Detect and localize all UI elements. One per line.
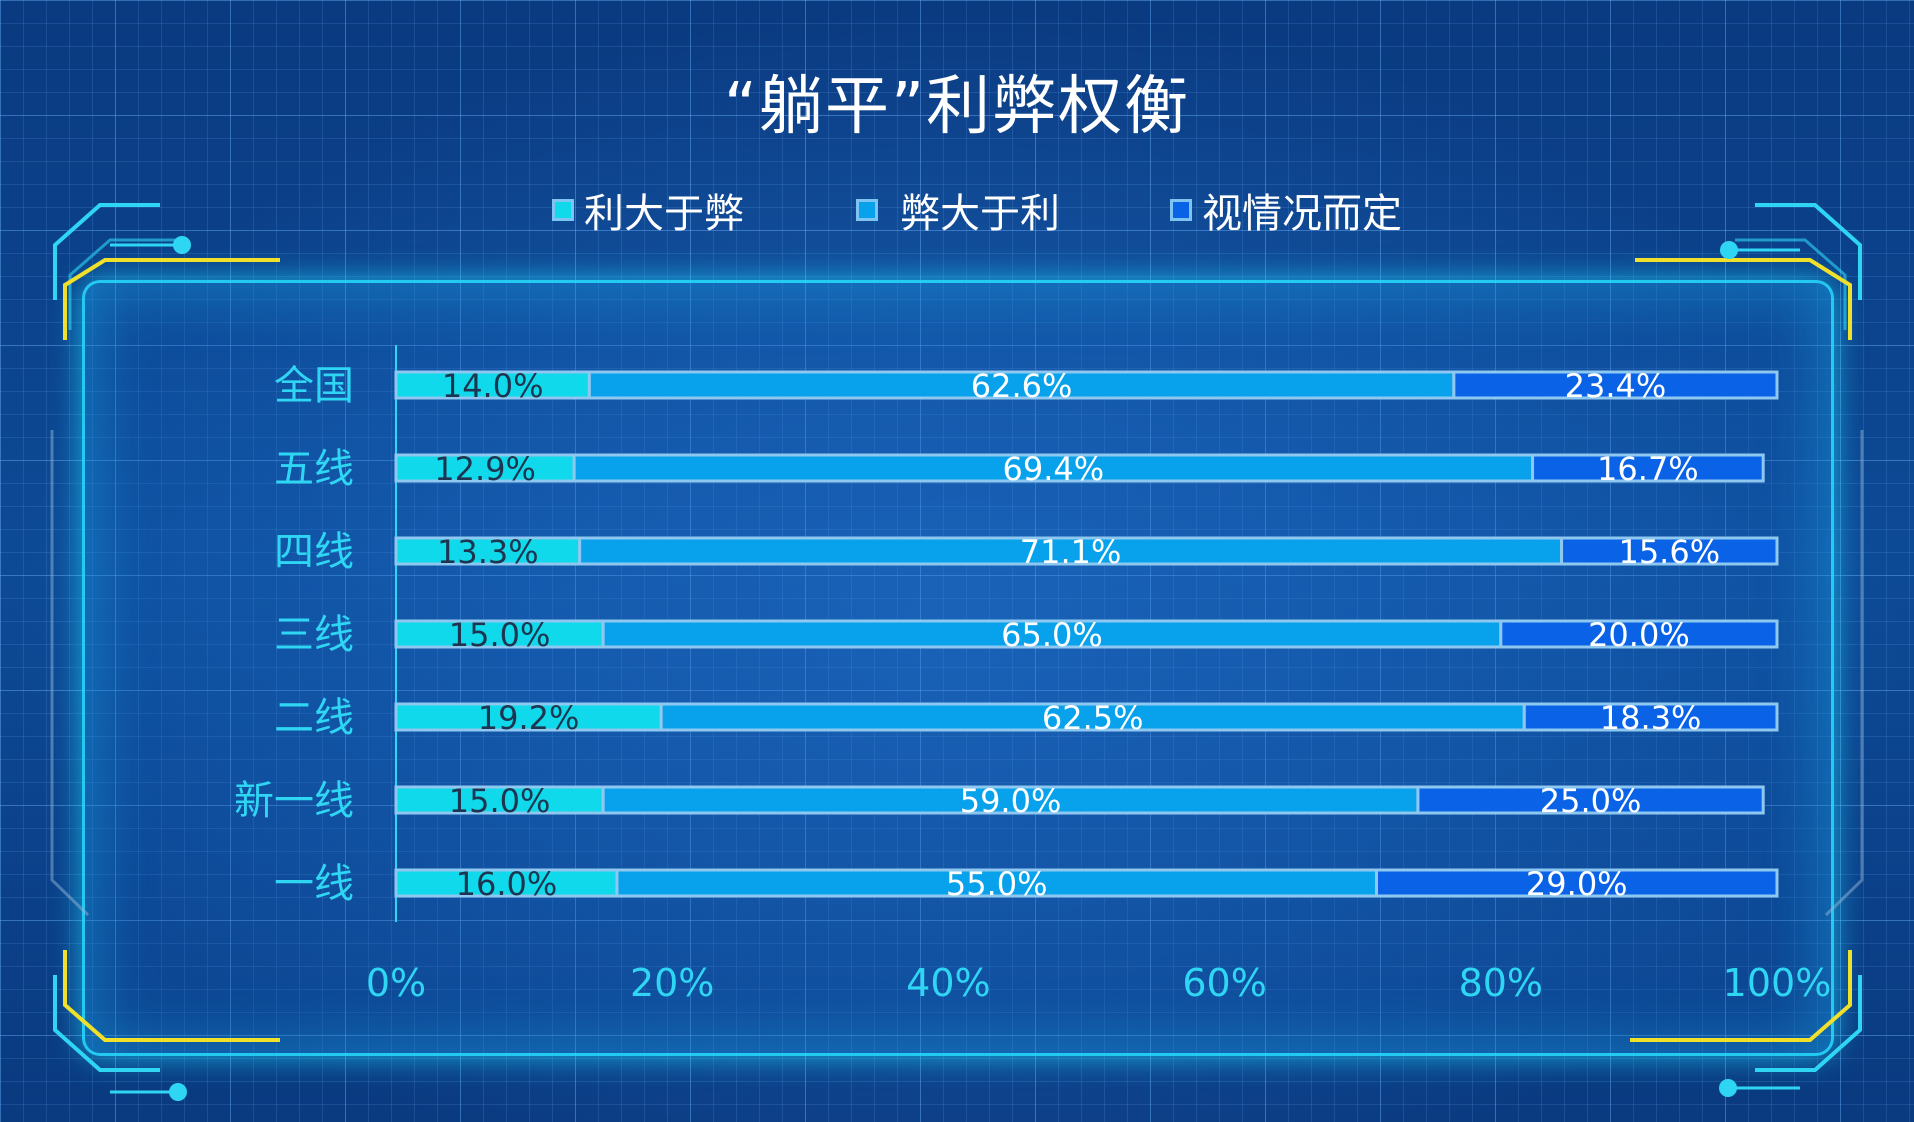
- bar-value-label: 15.0%: [449, 782, 551, 820]
- chart-panel: [82, 280, 1834, 1056]
- bar-value-label: 65.0%: [1001, 616, 1103, 654]
- bar-segment: [394, 619, 605, 649]
- bar-segment: [1531, 453, 1765, 483]
- legend-label-harm: 弊大于利: [900, 191, 1060, 237]
- legend: 利大于弊 弊大于利 视情况而定: [0, 185, 1914, 237]
- chart-title: “躺平”利弊权衡: [723, 70, 1191, 144]
- bar-value-label: 16.0%: [456, 865, 558, 903]
- x-tick-label: 80%: [1459, 961, 1543, 1005]
- bar-value-label: 12.9%: [434, 450, 536, 488]
- bar-value-label: 15.0%: [449, 616, 551, 654]
- bar-segment: [394, 370, 591, 400]
- bar-segment: [394, 453, 576, 483]
- side-rail-left: [50, 430, 90, 917]
- x-tick-label: 60%: [1182, 961, 1266, 1005]
- legend-label-depends: 视情况而定: [1202, 191, 1402, 237]
- x-tick-labels: 0% 20% 40% 60% 80% 100%: [366, 961, 1831, 1005]
- legend-label-benefit: 利大于弊: [584, 191, 744, 237]
- bar-segment: [659, 702, 1526, 732]
- corner-accent-bottom-left: [63, 950, 280, 1042]
- x-tick-label: 20%: [630, 961, 714, 1005]
- corner-bracket-bottom-right: [1755, 975, 1862, 1072]
- legend-item-harm: 弊大于利: [856, 185, 1060, 237]
- category-label: 四线: [274, 529, 354, 575]
- bar-segment: [1522, 702, 1779, 732]
- bar-value-label: 19.2%: [478, 699, 580, 737]
- bar-segment: [572, 453, 1535, 483]
- corner-accent-top-left: [63, 258, 280, 340]
- legend-swatch-depends: [1170, 199, 1192, 221]
- corner-accent-bottom-right: [1630, 950, 1852, 1042]
- bar-segment: [1452, 370, 1779, 400]
- bar-value-label: 71.1%: [1020, 533, 1122, 571]
- bar-value-label: 20.0%: [1588, 616, 1690, 654]
- bar-value-label: 29.0%: [1526, 865, 1628, 903]
- bar-value-label: 14.0%: [442, 367, 544, 405]
- bar-segment: [1416, 785, 1765, 815]
- side-rail-right: [1824, 430, 1864, 917]
- bar-segment: [1375, 868, 1779, 898]
- bar-segment: [394, 702, 663, 732]
- bar-segment: [1560, 536, 1779, 566]
- bar-value-label: 13.3%: [437, 533, 539, 571]
- bar-value-label: 55.0%: [946, 865, 1048, 903]
- legend-item-benefit: 利大于弊: [552, 185, 744, 237]
- bar-segment: [394, 536, 582, 566]
- bar-value-label: 59.0%: [960, 782, 1062, 820]
- x-tick-label: 40%: [906, 961, 990, 1005]
- bar-value-label: 16.7%: [1597, 450, 1699, 488]
- bar-value-label: 62.5%: [1042, 699, 1144, 737]
- bar-segment: [587, 370, 1456, 400]
- bar-segment: [394, 868, 619, 898]
- bar-value-label: 23.4%: [1565, 367, 1667, 405]
- corner-bracket-top-left: [53, 203, 160, 300]
- legend-swatch-benefit: [552, 199, 574, 221]
- legend-item-depends: 视情况而定: [1170, 185, 1402, 237]
- legend-swatch-harm: [856, 199, 878, 221]
- x-tick-label: 0%: [366, 961, 426, 1005]
- corner-bracket-top-right: [1755, 203, 1862, 300]
- bar-value-label: 25.0%: [1540, 782, 1642, 820]
- bars-group: 14.0% 62.6% 23.4% 12.9% 69.4% 16.7% 13.3% 71.1%…: [394, 367, 1779, 903]
- bar-value-label: 18.3%: [1600, 699, 1702, 737]
- bar-segment: [601, 619, 1503, 649]
- bar-segment: [1499, 619, 1779, 649]
- x-tick-label: 100%: [1723, 961, 1832, 1005]
- category-label: 五线: [274, 446, 354, 492]
- category-label: 新一线: [234, 778, 354, 824]
- category-label: 三线: [274, 612, 354, 658]
- bar-value-label: 15.6%: [1618, 533, 1720, 571]
- category-label: 一线: [274, 861, 354, 907]
- bar-value-label: 69.4%: [1003, 450, 1105, 488]
- category-label: 二线: [274, 695, 354, 741]
- corner-bracket-bottom-left: [53, 975, 160, 1072]
- bar-value-label: 62.6%: [971, 367, 1073, 405]
- bar-segment: [601, 785, 1420, 815]
- corner-accent-top-right: [1635, 258, 1852, 340]
- category-label: 全国: [274, 363, 354, 409]
